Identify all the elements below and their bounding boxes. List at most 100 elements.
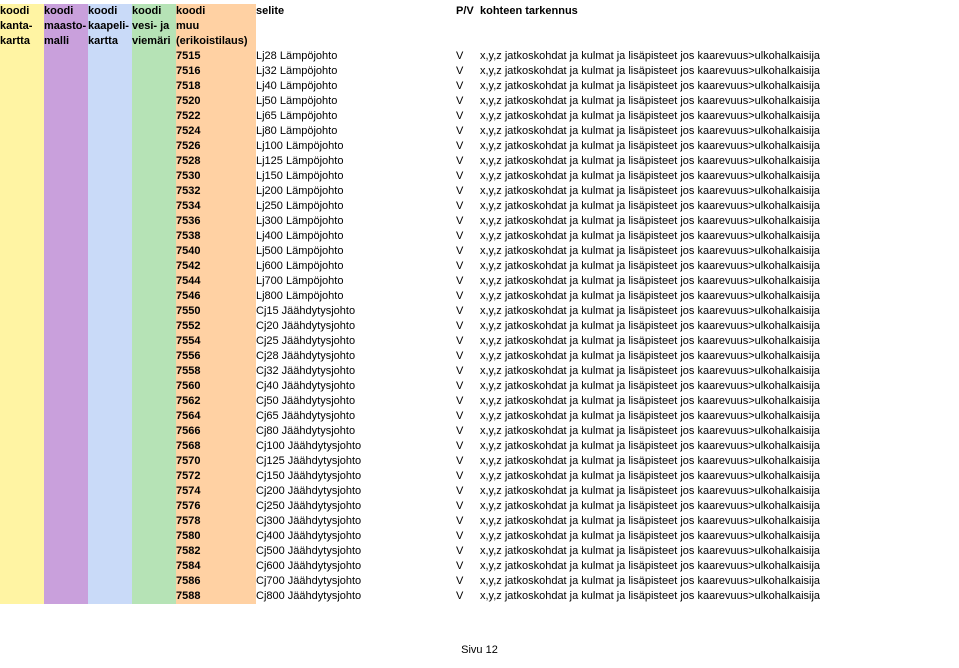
cell-maasto xyxy=(44,124,88,139)
table-row: 7528Lj125 LämpöjohtoVx,y,z jatkoskohdat … xyxy=(0,154,959,169)
cell-maasto xyxy=(44,259,88,274)
table-row: 7532Lj200 LämpöjohtoVx,y,z jatkoskohdat … xyxy=(0,184,959,199)
cell-pv: V xyxy=(456,589,480,604)
cell-pv: V xyxy=(456,349,480,364)
cell-kanta xyxy=(0,349,44,364)
table-row: 7576Cj250 JäähdytysjohtoVx,y,z jatkoskoh… xyxy=(0,499,959,514)
cell-vesi xyxy=(132,319,176,334)
table-row: 7546Lj800 LämpöjohtoVx,y,z jatkoskohdat … xyxy=(0,289,959,304)
cell-kanta xyxy=(0,169,44,184)
header-empty xyxy=(256,34,456,49)
cell-vesi xyxy=(132,109,176,124)
cell-kanta xyxy=(0,379,44,394)
table-row: 7574Cj200 JäähdytysjohtoVx,y,z jatkoskoh… xyxy=(0,484,959,499)
cell-tark: x,y,z jatkoskohdat ja kulmat ja lisäpist… xyxy=(480,379,959,394)
cell-selite: Cj150 Jäähdytysjohto xyxy=(256,469,456,484)
cell-kanta xyxy=(0,229,44,244)
table-row: 7516Lj32 LämpöjohtoVx,y,z jatkoskohdat j… xyxy=(0,64,959,79)
cell-vesi xyxy=(132,49,176,64)
cell-maasto xyxy=(44,574,88,589)
cell-kanta xyxy=(0,244,44,259)
cell-tark: x,y,z jatkoskohdat ja kulmat ja lisäpist… xyxy=(480,289,959,304)
cell-tark: x,y,z jatkoskohdat ja kulmat ja lisäpist… xyxy=(480,274,959,289)
cell-selite: Lj250 Lämpöjohto xyxy=(256,199,456,214)
cell-kaapeli xyxy=(88,289,132,304)
header-empty xyxy=(456,19,480,34)
cell-selite: Lj400 Lämpöjohto xyxy=(256,229,456,244)
cell-tark: x,y,z jatkoskohdat ja kulmat ja lisäpist… xyxy=(480,154,959,169)
cell-maasto xyxy=(44,169,88,184)
cell-muu-code: 7518 xyxy=(176,79,256,94)
cell-selite: Cj400 Jäähdytysjohto xyxy=(256,529,456,544)
cell-vesi xyxy=(132,214,176,229)
cell-maasto xyxy=(44,439,88,454)
cell-tark: x,y,z jatkoskohdat ja kulmat ja lisäpist… xyxy=(480,409,959,424)
cell-selite: Cj40 Jäähdytysjohto xyxy=(256,379,456,394)
cell-muu-code: 7582 xyxy=(176,544,256,559)
header-muu-1: koodi xyxy=(176,4,256,19)
cell-pv: V xyxy=(456,304,480,319)
cell-kaapeli xyxy=(88,214,132,229)
cell-selite: Lj28 Lämpöjohto xyxy=(256,49,456,64)
cell-pv: V xyxy=(456,454,480,469)
cell-pv: V xyxy=(456,364,480,379)
cell-pv: V xyxy=(456,469,480,484)
cell-maasto xyxy=(44,79,88,94)
cell-tark: x,y,z jatkoskohdat ja kulmat ja lisäpist… xyxy=(480,514,959,529)
page: koodi koodi koodi koodi koodi selite P/V… xyxy=(0,0,959,662)
cell-kaapeli xyxy=(88,229,132,244)
cell-vesi xyxy=(132,514,176,529)
header-kanta-3: kartta xyxy=(0,34,44,49)
cell-kanta xyxy=(0,289,44,304)
cell-kaapeli xyxy=(88,139,132,154)
header-kanta-1: koodi xyxy=(0,4,44,19)
cell-kaapeli xyxy=(88,409,132,424)
cell-kanta xyxy=(0,259,44,274)
cell-muu-code: 7574 xyxy=(176,484,256,499)
cell-maasto xyxy=(44,64,88,79)
table-row: 7542Lj600 LämpöjohtoVx,y,z jatkoskohdat … xyxy=(0,259,959,274)
cell-maasto xyxy=(44,364,88,379)
header-row-1: koodi koodi koodi koodi koodi selite P/V… xyxy=(0,4,959,19)
cell-kanta xyxy=(0,49,44,64)
cell-pv: V xyxy=(456,439,480,454)
cell-kaapeli xyxy=(88,124,132,139)
header-kaapeli-3: kartta xyxy=(88,34,132,49)
cell-pv: V xyxy=(456,184,480,199)
cell-muu-code: 7544 xyxy=(176,274,256,289)
cell-tark: x,y,z jatkoskohdat ja kulmat ja lisäpist… xyxy=(480,109,959,124)
cell-vesi xyxy=(132,499,176,514)
table-row: 7556Cj28 JäähdytysjohtoVx,y,z jatkoskohd… xyxy=(0,349,959,364)
cell-tark: x,y,z jatkoskohdat ja kulmat ja lisäpist… xyxy=(480,94,959,109)
cell-kanta xyxy=(0,109,44,124)
table-row: 7570Cj125 JäähdytysjohtoVx,y,z jatkoskoh… xyxy=(0,454,959,469)
cell-pv: V xyxy=(456,49,480,64)
cell-kanta xyxy=(0,574,44,589)
cell-kanta xyxy=(0,544,44,559)
cell-maasto xyxy=(44,154,88,169)
cell-muu-code: 7538 xyxy=(176,229,256,244)
cell-selite: Lj40 Lämpöjohto xyxy=(256,79,456,94)
header-vesi-2: vesi- ja xyxy=(132,19,176,34)
cell-tark: x,y,z jatkoskohdat ja kulmat ja lisäpist… xyxy=(480,469,959,484)
cell-tark: x,y,z jatkoskohdat ja kulmat ja lisäpist… xyxy=(480,184,959,199)
cell-tark: x,y,z jatkoskohdat ja kulmat ja lisäpist… xyxy=(480,499,959,514)
cell-muu-code: 7528 xyxy=(176,154,256,169)
cell-pv: V xyxy=(456,409,480,424)
cell-tark: x,y,z jatkoskohdat ja kulmat ja lisäpist… xyxy=(480,244,959,259)
cell-muu-code: 7534 xyxy=(176,199,256,214)
cell-tark: x,y,z jatkoskohdat ja kulmat ja lisäpist… xyxy=(480,559,959,574)
cell-selite: Cj200 Jäähdytysjohto xyxy=(256,484,456,499)
cell-kaapeli xyxy=(88,499,132,514)
table-row: 7578Cj300 JäähdytysjohtoVx,y,z jatkoskoh… xyxy=(0,514,959,529)
cell-vesi xyxy=(132,574,176,589)
cell-muu-code: 7515 xyxy=(176,49,256,64)
cell-kaapeli xyxy=(88,244,132,259)
cell-selite: Lj100 Lämpöjohto xyxy=(256,139,456,154)
cell-pv: V xyxy=(456,139,480,154)
cell-maasto xyxy=(44,244,88,259)
cell-kaapeli xyxy=(88,529,132,544)
cell-maasto xyxy=(44,559,88,574)
cell-pv: V xyxy=(456,319,480,334)
cell-vesi xyxy=(132,229,176,244)
